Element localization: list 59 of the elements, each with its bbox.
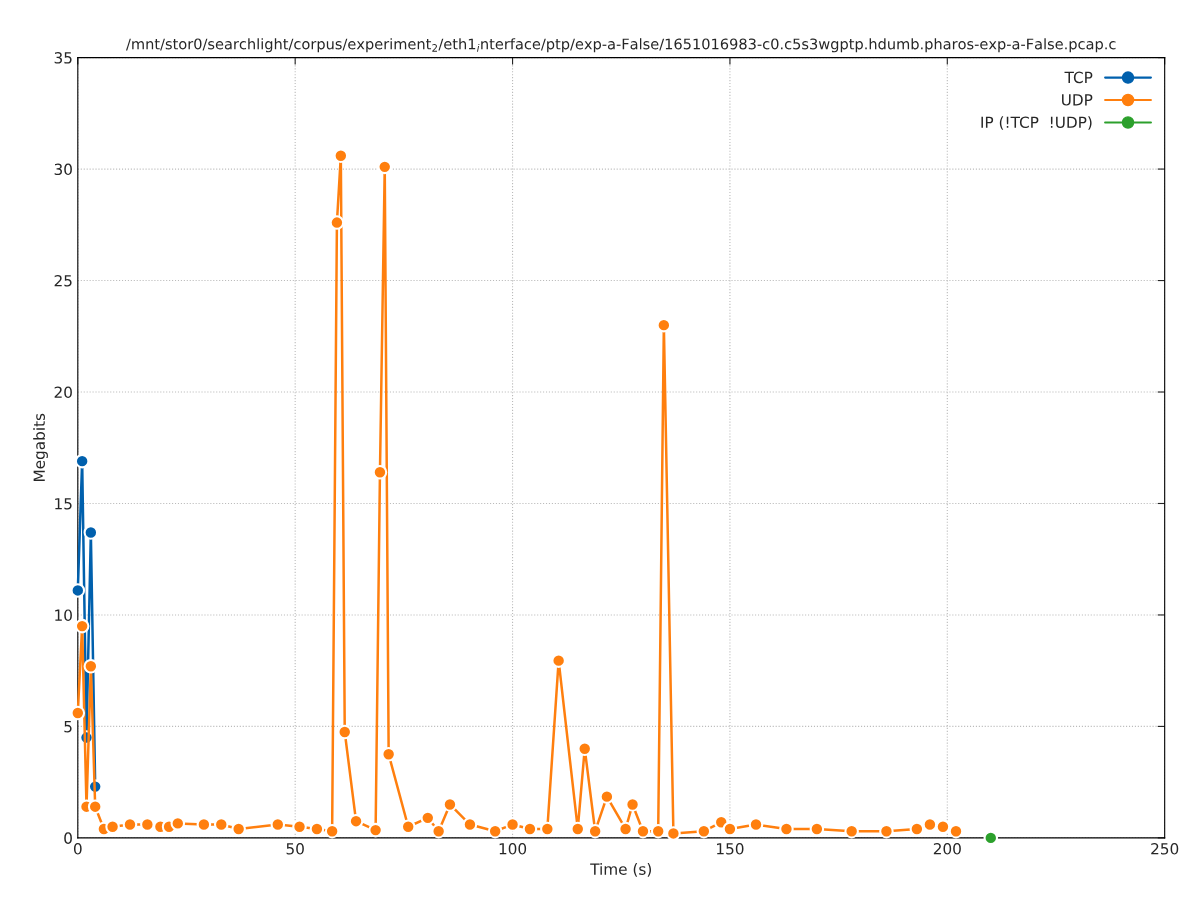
point [625,797,640,812]
point [462,817,478,832]
y-tick-label: 25 [54,275,72,287]
point [650,823,666,839]
point [140,817,155,832]
point [722,821,738,837]
y-tick-label: 35 [54,52,72,64]
point [666,826,681,841]
y-tick-label: 15 [55,498,72,510]
point [635,823,651,839]
point [213,817,229,832]
x-tick-label: 0 [73,843,82,855]
point [809,821,825,837]
point [368,822,383,838]
point [505,817,520,832]
x-tick-label: 150 [717,843,744,855]
point [922,817,938,832]
point [348,813,364,829]
point [329,215,345,230]
legend-label: TCP [1064,71,1093,84]
y-axis-title: Megabits [33,413,48,482]
point [442,797,458,812]
y-tick-label: 30 [54,163,72,176]
x-tick-label: 100 [499,843,527,855]
point [522,821,538,837]
y-tick-label: 10 [55,609,72,621]
point [324,823,340,839]
point [231,821,246,837]
x-tick-label: 50 [286,843,304,855]
legend-label: UDP [1062,94,1093,106]
point [618,821,633,837]
point [170,816,186,831]
x-tick-label: 200 [933,843,961,855]
point [431,823,446,839]
point [122,817,138,832]
legend-label: IP (!TCP !UDP) [981,116,1092,130]
point [105,819,120,835]
point [779,821,794,837]
point [540,821,555,837]
point [372,464,388,480]
point [377,159,393,175]
y-tick-label: 20 [54,386,72,399]
point [87,799,103,814]
point [748,817,764,832]
point [70,583,86,598]
point [309,821,325,837]
x-axis-title: Time (s) [590,863,651,877]
x-tick-label: 250 [1151,843,1179,855]
point [70,705,86,721]
chart-title: /mnt/stor0/searchlight/corpus/experiment$_{2}$/eth1$_{i}$nterface/ptp/exp-a-False/1651016983-c0.c5s3wgptp.hdumb.pharos-exp-a-False.pcap.c [125,38,1116,53]
point [381,747,396,762]
y-tick-label: 0 [64,832,72,844]
point [196,817,212,832]
y-tick-label: 5 [64,721,72,733]
point [420,810,436,826]
point [551,653,566,668]
point [270,817,286,832]
point [909,821,925,837]
point [599,789,615,804]
